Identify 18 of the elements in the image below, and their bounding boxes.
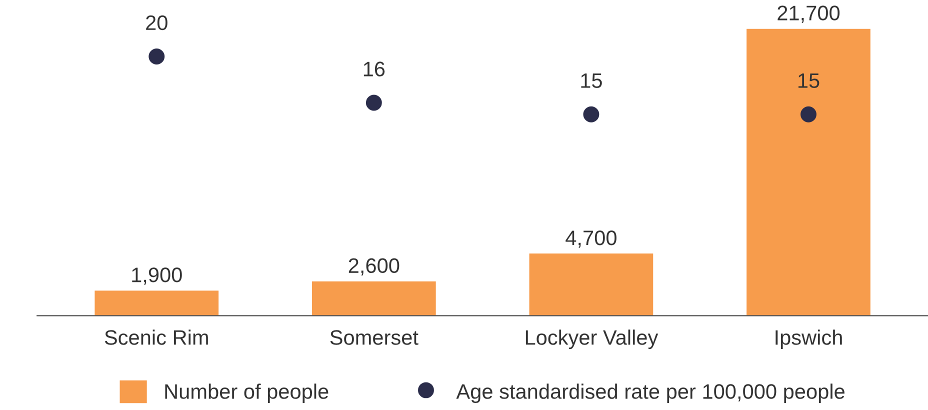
bar xyxy=(94,290,219,316)
legend-label: Number of people xyxy=(165,384,328,404)
data-label: 15 xyxy=(798,73,820,88)
x-tick-label: Ipswich xyxy=(776,330,842,350)
data-label: 1,900 xyxy=(132,268,182,285)
data-label: 21,700 xyxy=(778,6,840,23)
x-tick-label: Scenic Rim xyxy=(104,330,208,345)
data-label: 16 xyxy=(364,62,385,76)
x-tick-label: Somerset xyxy=(330,330,418,345)
legend-label: Age standardised rate per 100,000 people xyxy=(456,384,844,404)
data-label: 20 xyxy=(146,15,168,30)
data-label: 2,600 xyxy=(348,258,400,276)
bar xyxy=(529,254,654,316)
data-label: 15 xyxy=(581,73,602,88)
x-tick-label: Lockyer Valley xyxy=(526,330,658,350)
bar xyxy=(746,28,870,316)
data-label: 4,700 xyxy=(566,230,616,248)
bar xyxy=(312,281,436,316)
